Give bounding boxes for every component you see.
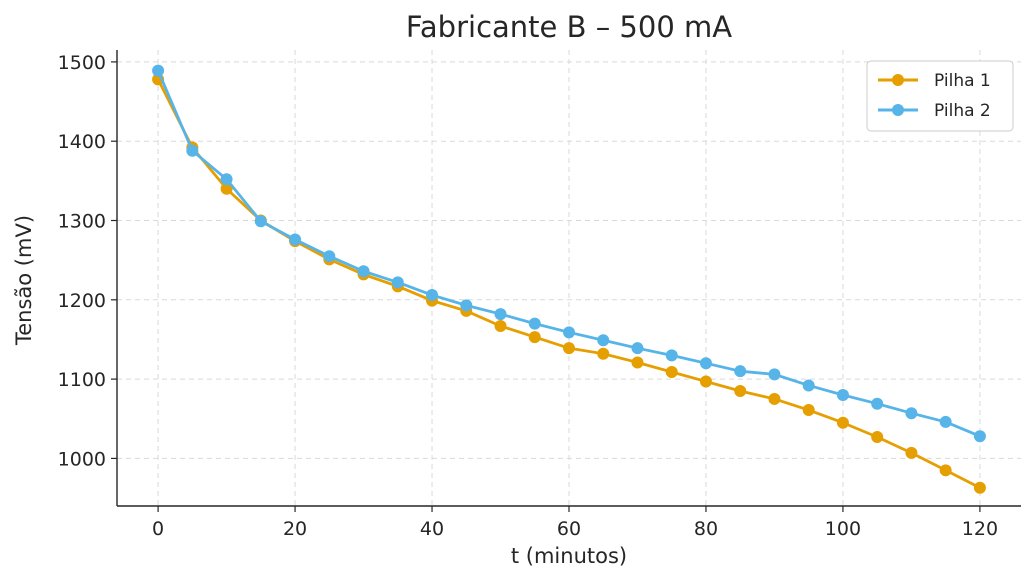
data-point-pilha-1 — [734, 385, 747, 398]
y-axis-label: Tensão (mV) — [12, 215, 36, 346]
data-point-pilha-1 — [665, 365, 678, 378]
data-point-pilha-1 — [871, 431, 884, 444]
y-tick-label: 1200 — [58, 290, 106, 312]
data-point-pilha-2 — [563, 326, 575, 339]
data-point-pilha-2 — [357, 265, 370, 278]
data-point-pilha-2 — [939, 415, 952, 428]
legend-label-pilha-1: Pilha 1 — [934, 71, 991, 91]
data-point-pilha-2 — [699, 357, 712, 370]
data-point-pilha-2 — [426, 289, 439, 302]
series-pilha-2 — [152, 64, 986, 443]
data-point-pilha-2 — [494, 308, 507, 321]
data-point-pilha-2 — [391, 276, 404, 289]
data-point-pilha-1 — [939, 464, 952, 477]
legend-marker-pilha-1 — [892, 74, 904, 86]
data-point-pilha-2 — [323, 250, 336, 263]
x-tick-label: 80 — [694, 518, 718, 540]
data-point-pilha-1 — [631, 356, 644, 369]
x-tick-label: 40 — [420, 518, 444, 540]
y-tick-label: 1100 — [58, 369, 106, 391]
x-axis-label: t (minutos) — [511, 544, 627, 568]
y-tick-label: 1000 — [58, 448, 106, 470]
data-point-pilha-1 — [973, 481, 986, 494]
x-tick-label: 60 — [557, 518, 581, 540]
data-point-pilha-2 — [152, 64, 165, 77]
y-tick-label: 1400 — [58, 131, 106, 153]
x-tick-label: 20 — [283, 518, 307, 540]
data-point-pilha-2 — [597, 334, 610, 347]
data-point-pilha-2 — [871, 397, 884, 410]
data-point-pilha-2 — [768, 368, 781, 381]
data-point-pilha-1 — [563, 342, 575, 355]
data-point-pilha-1 — [220, 182, 233, 195]
data-point-pilha-2 — [460, 299, 473, 312]
data-point-pilha-2 — [973, 430, 986, 443]
data-point-pilha-1 — [494, 319, 507, 332]
data-point-pilha-2 — [734, 365, 747, 378]
data-point-pilha-1 — [768, 392, 781, 405]
grid — [117, 50, 1021, 506]
x-axis-ticks: 0 20 40 60 80 100 120 — [152, 506, 998, 540]
data-point-pilha-2 — [665, 349, 678, 362]
data-point-pilha-1 — [802, 404, 815, 417]
data-point-pilha-1 — [836, 416, 849, 429]
y-axis-ticks: 1000 1100 1200 1300 1400 1500 — [58, 52, 117, 470]
data-point-pilha-1 — [905, 446, 918, 459]
legend: Pilha 1 Pilha 2 — [866, 60, 1014, 132]
legend-label-pilha-2: Pilha 2 — [934, 101, 991, 121]
x-tick-label: 100 — [825, 518, 861, 540]
data-point-pilha-2 — [220, 173, 233, 186]
y-tick-label: 1500 — [58, 52, 106, 74]
chart-title: Fabricante B – 500 mA — [406, 10, 732, 44]
legend-marker-pilha-2 — [892, 104, 904, 116]
data-point-pilha-2 — [905, 407, 918, 420]
data-point-pilha-1 — [597, 347, 610, 360]
data-point-pilha-2 — [254, 215, 267, 228]
data-point-pilha-2 — [186, 144, 199, 157]
y-tick-label: 1300 — [58, 211, 106, 233]
data-point-pilha-2 — [289, 233, 302, 246]
data-point-pilha-2 — [802, 379, 815, 392]
data-point-pilha-2 — [528, 317, 541, 330]
x-tick-label: 0 — [152, 518, 164, 540]
data-point-pilha-2 — [836, 388, 849, 401]
series-group — [152, 64, 986, 494]
data-point-pilha-1 — [528, 331, 541, 344]
data-point-pilha-2 — [631, 342, 644, 355]
x-tick-label: 120 — [962, 518, 998, 540]
data-point-pilha-1 — [699, 375, 712, 388]
